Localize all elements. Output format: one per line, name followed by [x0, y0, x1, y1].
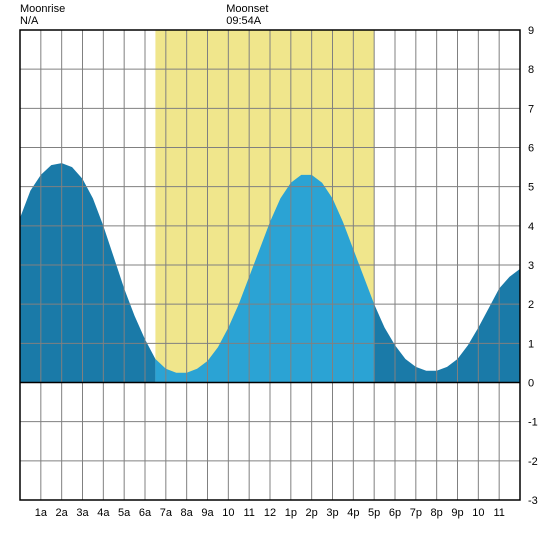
moonset-value: 09:54A [226, 15, 262, 27]
x-axis-label: 12 [264, 507, 276, 519]
x-axis-label: 6p [389, 507, 401, 519]
y-axis-label: 4 [528, 221, 534, 233]
y-axis-label: 1 [528, 338, 534, 350]
x-axis-label: 6a [139, 507, 152, 519]
x-axis-label: 5p [368, 507, 380, 519]
y-axis-label: 7 [528, 103, 534, 115]
moonrise-label: Moonrise [20, 3, 65, 15]
x-axis-label: 4a [97, 507, 110, 519]
x-axis-label: 11 [243, 507, 254, 519]
x-axis-label: 2p [306, 507, 318, 519]
tide-chart: -3-2-101234567891a2a3a4a5a6a7a8a9a101112… [0, 0, 550, 550]
x-axis-label: 3a [76, 507, 89, 519]
x-axis-label: 9a [201, 507, 214, 519]
y-axis-label: -2 [528, 456, 538, 468]
x-axis-label: 1p [285, 507, 297, 519]
x-axis-label: 9p [451, 507, 463, 519]
x-axis-label: 4p [347, 507, 359, 519]
x-axis-label: 10 [222, 507, 234, 519]
y-axis-label: 9 [528, 25, 534, 37]
moonset-label: Moonset [226, 3, 268, 15]
y-axis-label: 8 [528, 64, 534, 76]
y-axis-label: -3 [528, 495, 538, 507]
moonrise-value: N/A [20, 15, 39, 27]
x-axis-label: 7p [410, 507, 422, 519]
x-axis-label: 10 [472, 507, 484, 519]
y-axis-label: 3 [528, 260, 534, 272]
y-axis-label: 6 [528, 143, 534, 155]
x-axis-label: 11 [493, 507, 504, 519]
x-axis-label: 8p [431, 507, 443, 519]
y-axis-label: 2 [528, 299, 534, 311]
x-axis-label: 8a [181, 507, 194, 519]
y-axis-label: 0 [528, 378, 534, 390]
y-axis-label: 5 [528, 182, 534, 194]
x-axis-label: 5a [118, 507, 131, 519]
x-axis-label: 7a [160, 507, 173, 519]
x-axis-label: 1a [35, 507, 48, 519]
y-axis-label: -1 [528, 417, 538, 429]
x-axis-label: 3p [326, 507, 338, 519]
x-axis-label: 2a [56, 507, 69, 519]
